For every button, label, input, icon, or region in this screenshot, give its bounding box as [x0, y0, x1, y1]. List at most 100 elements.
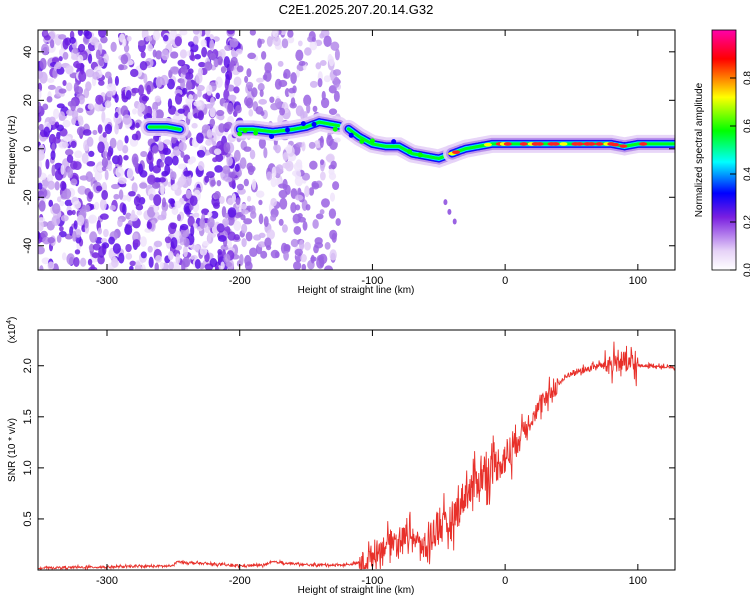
heatmap-cell: [38, 182, 43, 190]
heatmap-cell: [244, 254, 252, 267]
heatmap-cell: [294, 248, 303, 257]
heatmap-cell: [130, 87, 140, 94]
x-tick-label: 100: [629, 575, 647, 587]
heatmap-cell: [38, 89, 42, 100]
heatmap-cell: [256, 77, 264, 83]
heatmap-cell: [147, 43, 153, 52]
heatmap-cell: [173, 264, 181, 270]
heatmap-cell: [329, 192, 336, 202]
heatmap-cell: [235, 104, 242, 114]
heatmap-cell: [167, 250, 174, 261]
heatmap-cell: [62, 119, 71, 128]
ridge-blob: [369, 138, 375, 144]
ridge-blob: [407, 149, 413, 155]
heatmap-cell: [324, 242, 331, 250]
heatmap-cell: [103, 53, 109, 64]
heatmap-cell: [62, 188, 72, 200]
heatmap-cell: [89, 231, 98, 243]
heatmap-cell: [309, 160, 318, 170]
heatmap-cell: [197, 110, 205, 121]
heatmap-cell: [279, 107, 286, 116]
heatmap-cell: [257, 241, 267, 248]
heatmap-cell: [52, 203, 61, 214]
heatmap-cell: [310, 254, 315, 264]
heatmap-cell: [143, 73, 148, 84]
heatmap-cell: [217, 56, 223, 66]
heatmap-cell: [109, 205, 116, 211]
heatmap-cell: [111, 258, 119, 268]
heatmap-cell: [227, 197, 234, 206]
heatmap-cell: [240, 203, 247, 210]
heatmap-cell: [328, 208, 337, 219]
heatmap-cell: [209, 53, 217, 61]
heatmap-cell: [47, 174, 54, 183]
heatmap-cell: [212, 157, 218, 163]
heatmap-cell: [334, 48, 340, 61]
heatmap-cell: [43, 126, 51, 138]
heatmap-cell: [154, 262, 159, 270]
heatmap-cell: [78, 43, 86, 53]
heatmap-cell: [147, 206, 156, 218]
heatmap-cell: [223, 253, 231, 264]
heatmap-cell: [170, 198, 176, 208]
heatmap-cell: [77, 30, 83, 36]
heatmap-cell: [251, 87, 258, 98]
heatmap-cell: [224, 44, 232, 51]
heatmap-cell: [197, 161, 205, 171]
y-tick-label: 40: [22, 46, 34, 58]
heatmap-cell: [38, 187, 48, 199]
heatmap-cell: [38, 70, 44, 79]
ridge-blob: [269, 133, 275, 139]
heatmap-cell: [148, 256, 154, 268]
heatmap-cell: [278, 189, 288, 199]
heatmap-cell: [320, 159, 325, 166]
heatmap-cell: [49, 39, 55, 49]
heatmap-cell: [48, 199, 54, 208]
heatmap-cell: [282, 162, 291, 169]
heatmap-cell: [270, 197, 277, 207]
heatmap-cell: [47, 77, 55, 84]
heatmap-cell: [236, 260, 242, 267]
heatmap-cell: [70, 140, 77, 149]
heatmap-cell: [126, 167, 134, 180]
heatmap-cell: [294, 169, 302, 180]
heatmap-cell: [233, 76, 242, 87]
heatmap-cell: [241, 237, 247, 248]
heatmap-cell: [60, 164, 65, 175]
heatmap-cell: [229, 59, 235, 72]
heatmap-cell: [325, 154, 334, 162]
heatmap-cell: [263, 147, 268, 159]
heatmap-cell: [155, 255, 162, 263]
heatmap-cell: [186, 50, 192, 57]
heatmap-cell: [147, 221, 152, 230]
heatmap-cell: [194, 258, 201, 270]
heatmap-cell: [76, 214, 85, 226]
ridge-hotspot: [611, 142, 620, 147]
heatmap-cell: [270, 214, 277, 222]
heatmap-cell: [94, 201, 100, 210]
heatmap-cell: [215, 109, 225, 117]
heatmap-cell: [101, 166, 107, 172]
heatmap-cell: [98, 80, 105, 86]
heatmap-cell: [194, 53, 202, 60]
heatmap-cell: [293, 225, 302, 235]
heatmap-cell: [83, 30, 90, 37]
heatmap-cell: [319, 135, 324, 148]
heatmap-cell: [59, 226, 64, 232]
spectrogram-x-label: Height of straight line (km): [298, 285, 415, 296]
heatmap-cell: [56, 234, 62, 243]
heatmap-cell: [95, 94, 104, 105]
heatmap-cell: [42, 30, 48, 36]
heatmap-cell: [109, 137, 117, 149]
heatmap-cell: [85, 81, 92, 92]
heatmap-cell: [164, 156, 173, 167]
heatmap-cell: [243, 218, 253, 225]
heatmap-cell: [78, 70, 87, 82]
heatmap-cell: [97, 227, 103, 235]
heatmap-cell: [324, 265, 334, 270]
heatmap-cell: [139, 61, 148, 71]
heatmap-cell: [269, 96, 275, 104]
heatmap-cell: [249, 247, 258, 257]
heatmap-cell: [38, 217, 46, 223]
